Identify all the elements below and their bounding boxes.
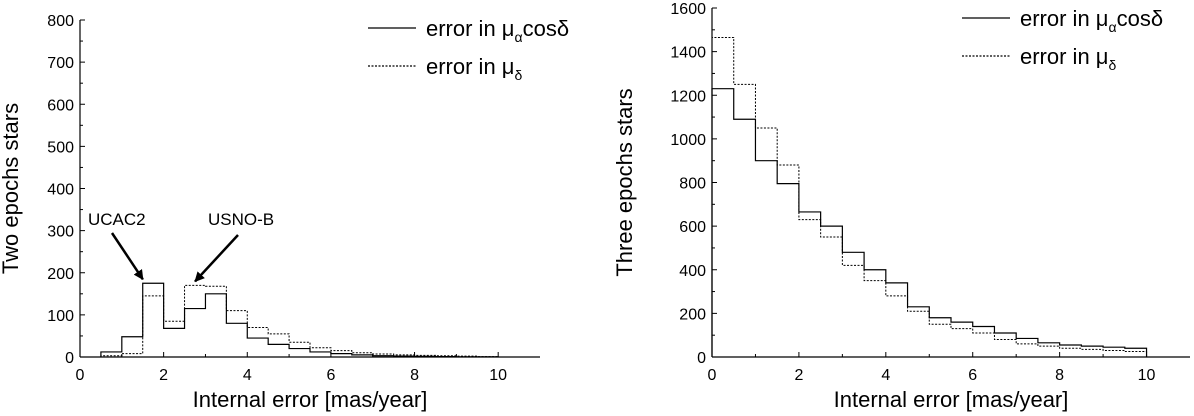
y-tick-label: 1000 bbox=[670, 132, 706, 149]
series-mu-alpha-cos-delta-step-line bbox=[711, 88, 1148, 357]
annotation-label: UCAC2 bbox=[88, 210, 146, 229]
legend-entry: error in μαcosδ bbox=[426, 16, 569, 45]
y-axis-label: Three epochs stars bbox=[612, 88, 637, 276]
x-tick-label: 0 bbox=[708, 367, 717, 384]
series-mu-delta-step-line bbox=[100, 284, 499, 358]
x-axis-label: Internal error [mas/year] bbox=[193, 387, 428, 412]
y-tick-label: 700 bbox=[47, 55, 74, 72]
series-mu-delta-step-line bbox=[711, 36, 1148, 357]
x-tick-label: 10 bbox=[489, 367, 507, 384]
legend-entry: error in μδ bbox=[426, 54, 522, 83]
y-tick-label: 600 bbox=[679, 219, 706, 236]
x-tick-label: 8 bbox=[1055, 367, 1064, 384]
x-tick-label: 4 bbox=[881, 367, 890, 384]
y-tick-label: 400 bbox=[679, 263, 706, 280]
y-tick-label: 300 bbox=[47, 224, 74, 241]
x-tick-label: 0 bbox=[76, 367, 85, 384]
x-tick-label: 2 bbox=[794, 367, 803, 384]
y-tick-label: 0 bbox=[65, 350, 74, 367]
legend-entry: error in μαcosδ bbox=[1020, 6, 1163, 35]
y-tick-label: 0 bbox=[697, 350, 706, 367]
x-tick-label: 4 bbox=[243, 367, 252, 384]
legend-entry: error in μδ bbox=[1020, 44, 1116, 73]
x-axis-label: Internal error [mas/year] bbox=[834, 387, 1069, 412]
y-tick-label: 800 bbox=[679, 176, 706, 193]
y-tick-label: 400 bbox=[47, 182, 74, 199]
y-tick-label: 1200 bbox=[670, 88, 706, 105]
x-tick-label: 6 bbox=[326, 367, 335, 384]
y-tick-label: 200 bbox=[47, 266, 74, 283]
left-panel-two-epochs: 0 100 200 300 400 500 600 700 800 0 2 4 6 8 10 Internal… bbox=[0, 13, 569, 412]
x-tick-label: 6 bbox=[968, 367, 977, 384]
y-tick-label: 1600 bbox=[670, 1, 706, 18]
y-tick-label: 200 bbox=[679, 306, 706, 323]
x-tick-label: 2 bbox=[159, 367, 168, 384]
annotation-label: USNO-B bbox=[208, 210, 274, 229]
y-tick-label: 500 bbox=[47, 139, 74, 156]
annotation-arrow bbox=[194, 234, 239, 283]
y-axis-label: Two epochs stars bbox=[0, 103, 23, 274]
y-tick-label: 100 bbox=[47, 308, 74, 325]
y-tick-label: 800 bbox=[47, 13, 74, 30]
series-mu-alpha-cos-delta-step-line bbox=[100, 282, 499, 358]
y-tick-label: 600 bbox=[47, 97, 74, 114]
annotation-arrow bbox=[110, 232, 144, 281]
y-tick-label: 1400 bbox=[670, 45, 706, 62]
x-tick-label: 8 bbox=[410, 367, 419, 384]
right-panel-three-epochs: 0 200 400 600 800 1000 1200 1400 1600 0 2 4 6 8 10 Inte… bbox=[612, 1, 1190, 412]
x-tick-label: 10 bbox=[1138, 367, 1156, 384]
